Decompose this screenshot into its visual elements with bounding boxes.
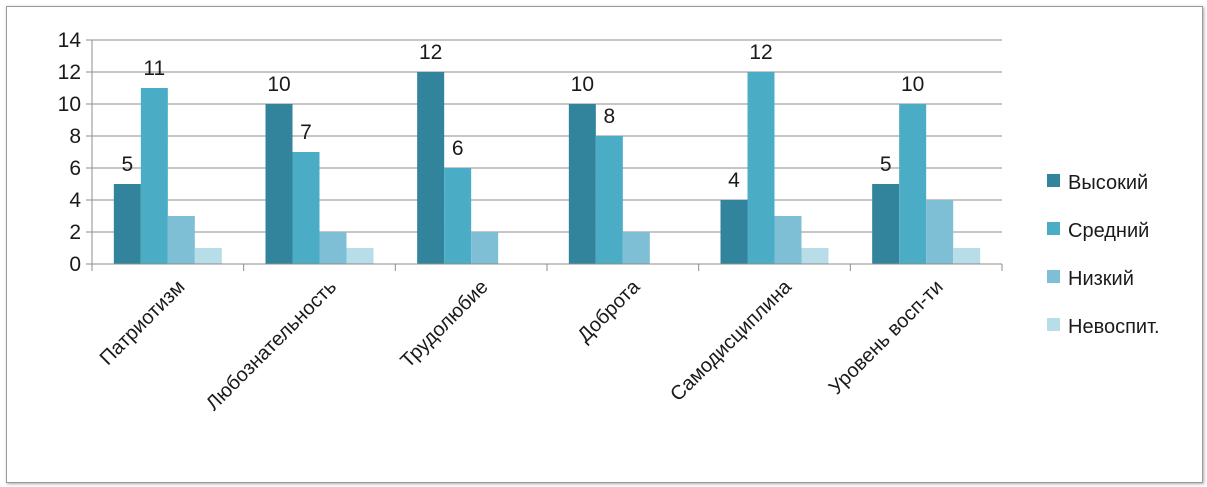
bar — [926, 200, 954, 264]
y-tick-label: 2 — [69, 221, 81, 244]
bar — [720, 200, 748, 264]
bar — [113, 184, 141, 264]
legend-swatch — [1047, 222, 1060, 235]
data-label: 6 — [452, 137, 464, 160]
data-label: 10 — [571, 73, 594, 96]
bar — [444, 168, 472, 264]
y-tick-label: 8 — [69, 125, 81, 148]
bar — [417, 72, 445, 264]
data-label: 8 — [603, 105, 615, 128]
axes: 0 2 4 6 8 10 12 14 Патриотизм Любознательность Тру… — [58, 29, 1003, 415]
legend-swatch — [1047, 174, 1060, 187]
y-tick-label: 10 — [58, 93, 81, 116]
bar — [801, 248, 829, 264]
legend-label: Низкий — [1068, 268, 1134, 290]
legend-label: Средний — [1068, 220, 1149, 242]
data-label: 5 — [880, 153, 892, 176]
category-label: Патриотизм — [96, 276, 190, 370]
bar — [265, 104, 293, 264]
data-label: 10 — [267, 73, 290, 96]
bar — [194, 248, 222, 264]
legend-swatch — [1047, 318, 1060, 331]
y-tick-label: 0 — [69, 253, 81, 276]
data-label: 7 — [300, 121, 312, 144]
bar — [568, 104, 596, 264]
bar — [471, 232, 499, 264]
bar — [140, 88, 168, 264]
chart-frame: 0 2 4 6 8 10 12 14 Патриотизм Любознательность Тру… — [6, 6, 1203, 483]
legend-label: Невоспит. — [1068, 316, 1160, 338]
category-label: Уровень восп-ти — [825, 276, 948, 399]
data-labels: 5 11 10 7 12 6 10 8 4 12 5 10 — [121, 41, 924, 192]
data-label: 5 — [121, 153, 133, 176]
bar — [622, 232, 650, 264]
bar-chart: 0 2 4 6 8 10 12 14 Патриотизм Любознательность Тру… — [58, 29, 1160, 415]
data-label: 4 — [728, 169, 740, 192]
bar — [346, 248, 374, 264]
bar — [167, 216, 195, 264]
data-label: 12 — [419, 41, 442, 64]
y-tick-label: 4 — [69, 189, 81, 212]
bar — [595, 136, 623, 264]
legend-label: Высокий — [1068, 172, 1148, 194]
bar — [899, 104, 927, 264]
bar — [292, 152, 320, 264]
data-label: 10 — [901, 73, 924, 96]
bar — [319, 232, 347, 264]
legend-swatch — [1047, 270, 1060, 283]
category-label: Любознательность — [202, 276, 341, 415]
category-label: Самодисциплина — [666, 275, 796, 405]
gridlines — [92, 39, 1002, 233]
y-tick-label: 6 — [69, 157, 81, 180]
bar — [774, 216, 802, 264]
bar — [953, 248, 981, 264]
data-label: 11 — [143, 57, 165, 80]
y-tick-label: 12 — [58, 61, 81, 84]
bar — [747, 72, 775, 264]
bars — [113, 72, 981, 264]
bar — [872, 184, 900, 264]
y-tick-label: 14 — [58, 29, 82, 52]
legend: Высокий Средний Низкий Невоспит. — [1047, 172, 1160, 338]
data-label: 12 — [749, 41, 772, 64]
category-label: Доброта — [574, 275, 645, 346]
category-label: Трудолюбие — [396, 276, 492, 372]
